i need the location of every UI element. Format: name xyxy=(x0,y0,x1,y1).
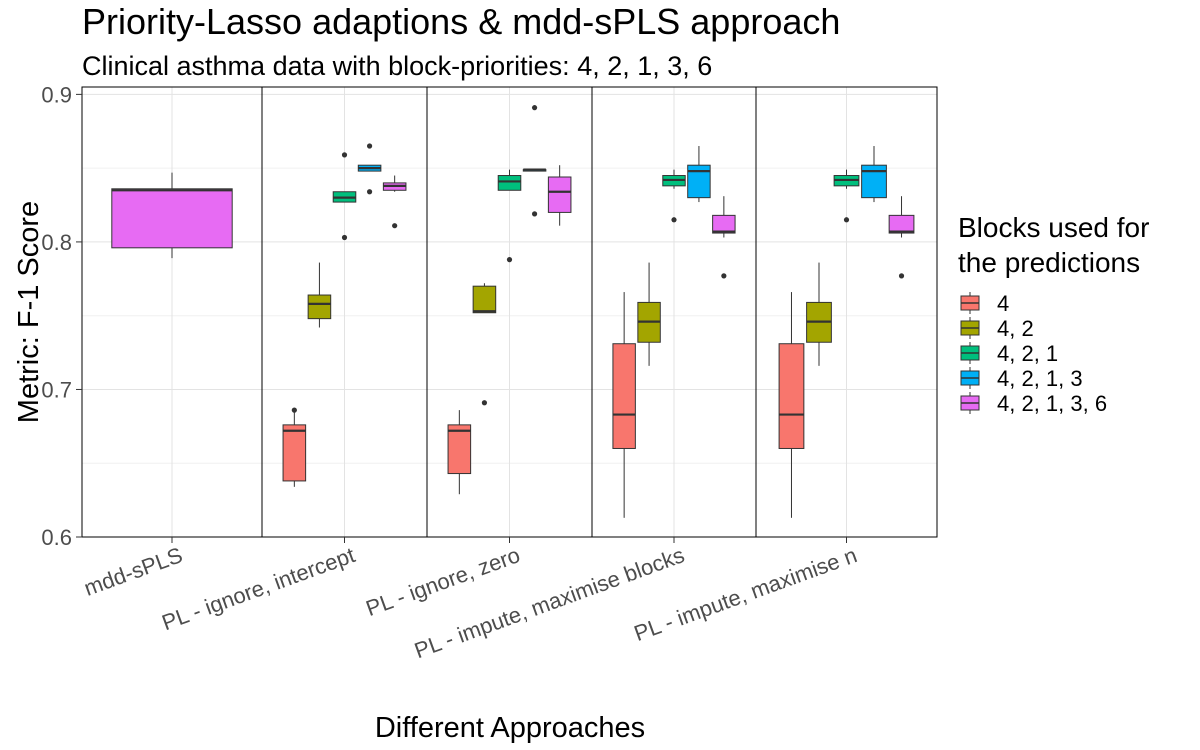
outlier-point xyxy=(341,152,348,158)
outlier-point xyxy=(531,105,538,111)
outlier-point xyxy=(392,223,398,229)
legend-label: 4, 2, 1 xyxy=(997,341,1058,366)
y-axis-title: Metric: F-1 Score xyxy=(13,201,45,423)
legend-item: 4, 2 xyxy=(960,316,1034,341)
box-pl-impute-maximise-n-series-3 xyxy=(861,146,887,203)
legend-title: Blocks used for xyxy=(958,212,1149,243)
x-tick-label: PL - ignore, intercept xyxy=(159,542,359,635)
y-tick-label: 0.6 xyxy=(41,525,72,550)
outlier-point xyxy=(366,143,373,149)
outlier-point xyxy=(721,273,727,279)
box-body xyxy=(447,424,472,475)
box-body xyxy=(497,175,522,191)
box-pl-impute-maximise-blocks-series-1 xyxy=(637,262,661,366)
box-pl-impute-maximise-blocks-series-3 xyxy=(687,146,711,203)
box-pl-impute-maximise-blocks-series-2 xyxy=(662,169,686,223)
box-body xyxy=(307,294,332,320)
legend-title: the predictions xyxy=(958,247,1140,278)
box-body xyxy=(687,164,711,199)
box-body xyxy=(472,285,497,314)
chart-subtitle: Clinical asthma data with block-prioriti… xyxy=(82,51,712,81)
box-body xyxy=(888,214,915,234)
chart-title: Priority-Lasso adaptions & mdd-sPLS appr… xyxy=(82,1,840,42)
plot-marks xyxy=(111,87,915,537)
box-body xyxy=(712,214,736,234)
x-tick-label: PL - impute, maximise blocks xyxy=(411,542,688,663)
box-body xyxy=(612,343,636,449)
outlier-point xyxy=(341,234,348,241)
outlier-point xyxy=(843,217,850,223)
box-body xyxy=(778,343,805,449)
outlier-point xyxy=(291,407,297,413)
legend-label: 4 xyxy=(997,291,1009,316)
box-pl-ignore-zero-series-0 xyxy=(447,410,472,495)
y-tick-label: 0.9 xyxy=(41,82,72,107)
box-pl-impute-maximise-n-series-4 xyxy=(888,196,915,279)
box-pl-impute-maximise-n-series-2 xyxy=(833,169,860,223)
y-tick-label: 0.7 xyxy=(41,377,72,402)
legend-item: 4, 2, 1 xyxy=(960,341,1058,366)
box-pl-ignore-zero-series-4 xyxy=(547,165,572,226)
box-pl-ignore-intercept-series-1 xyxy=(307,262,332,328)
box-pl-ignore-intercept-series-4 xyxy=(382,175,407,229)
legend-label: 4, 2, 1, 3, 6 xyxy=(997,391,1107,416)
box-pl-ignore-intercept-series-0 xyxy=(282,407,307,487)
outlier-point xyxy=(898,273,905,279)
legend-label: 4, 2, 1, 3 xyxy=(997,366,1083,391)
outlier-point xyxy=(366,189,373,195)
legend-label: 4, 2 xyxy=(997,316,1034,341)
x-axis-title: Different Approaches xyxy=(375,712,645,744)
legend-item: 4, 2, 1, 3 xyxy=(960,366,1083,391)
y-tick-label: 0.8 xyxy=(41,230,72,255)
y-axis: 0.6 0.7 0.8 0.9 xyxy=(41,82,82,550)
box-pl-ignore-zero-series-3 xyxy=(522,105,547,217)
box-pl-impute-maximise-n-series-0 xyxy=(778,292,805,518)
box-pl-ignore-zero-series-1 xyxy=(472,283,497,406)
outlier-point xyxy=(481,400,488,406)
x-tick-label: mdd-sPLS xyxy=(81,542,186,601)
box-body xyxy=(282,424,307,482)
box-pl-impute-maximise-blocks-series-0 xyxy=(612,292,636,518)
box-body xyxy=(111,188,233,249)
legend-item: 4 xyxy=(960,291,1009,316)
box-body xyxy=(547,176,572,213)
legend-item: 4, 2, 1, 3, 6 xyxy=(960,391,1107,416)
box-pl-ignore-zero-series-2 xyxy=(497,169,522,263)
outlier-point xyxy=(531,211,538,217)
box-pl-impute-maximise-n-series-1 xyxy=(806,262,832,366)
box-mdd-spls-series-4 xyxy=(111,172,233,259)
outlier-point xyxy=(671,217,677,223)
box-pl-ignore-intercept-series-3 xyxy=(357,143,382,195)
box-pl-impute-maximise-blocks-series-4 xyxy=(712,196,736,279)
box-pl-ignore-intercept-series-2 xyxy=(332,152,357,241)
outlier-point xyxy=(506,257,513,263)
